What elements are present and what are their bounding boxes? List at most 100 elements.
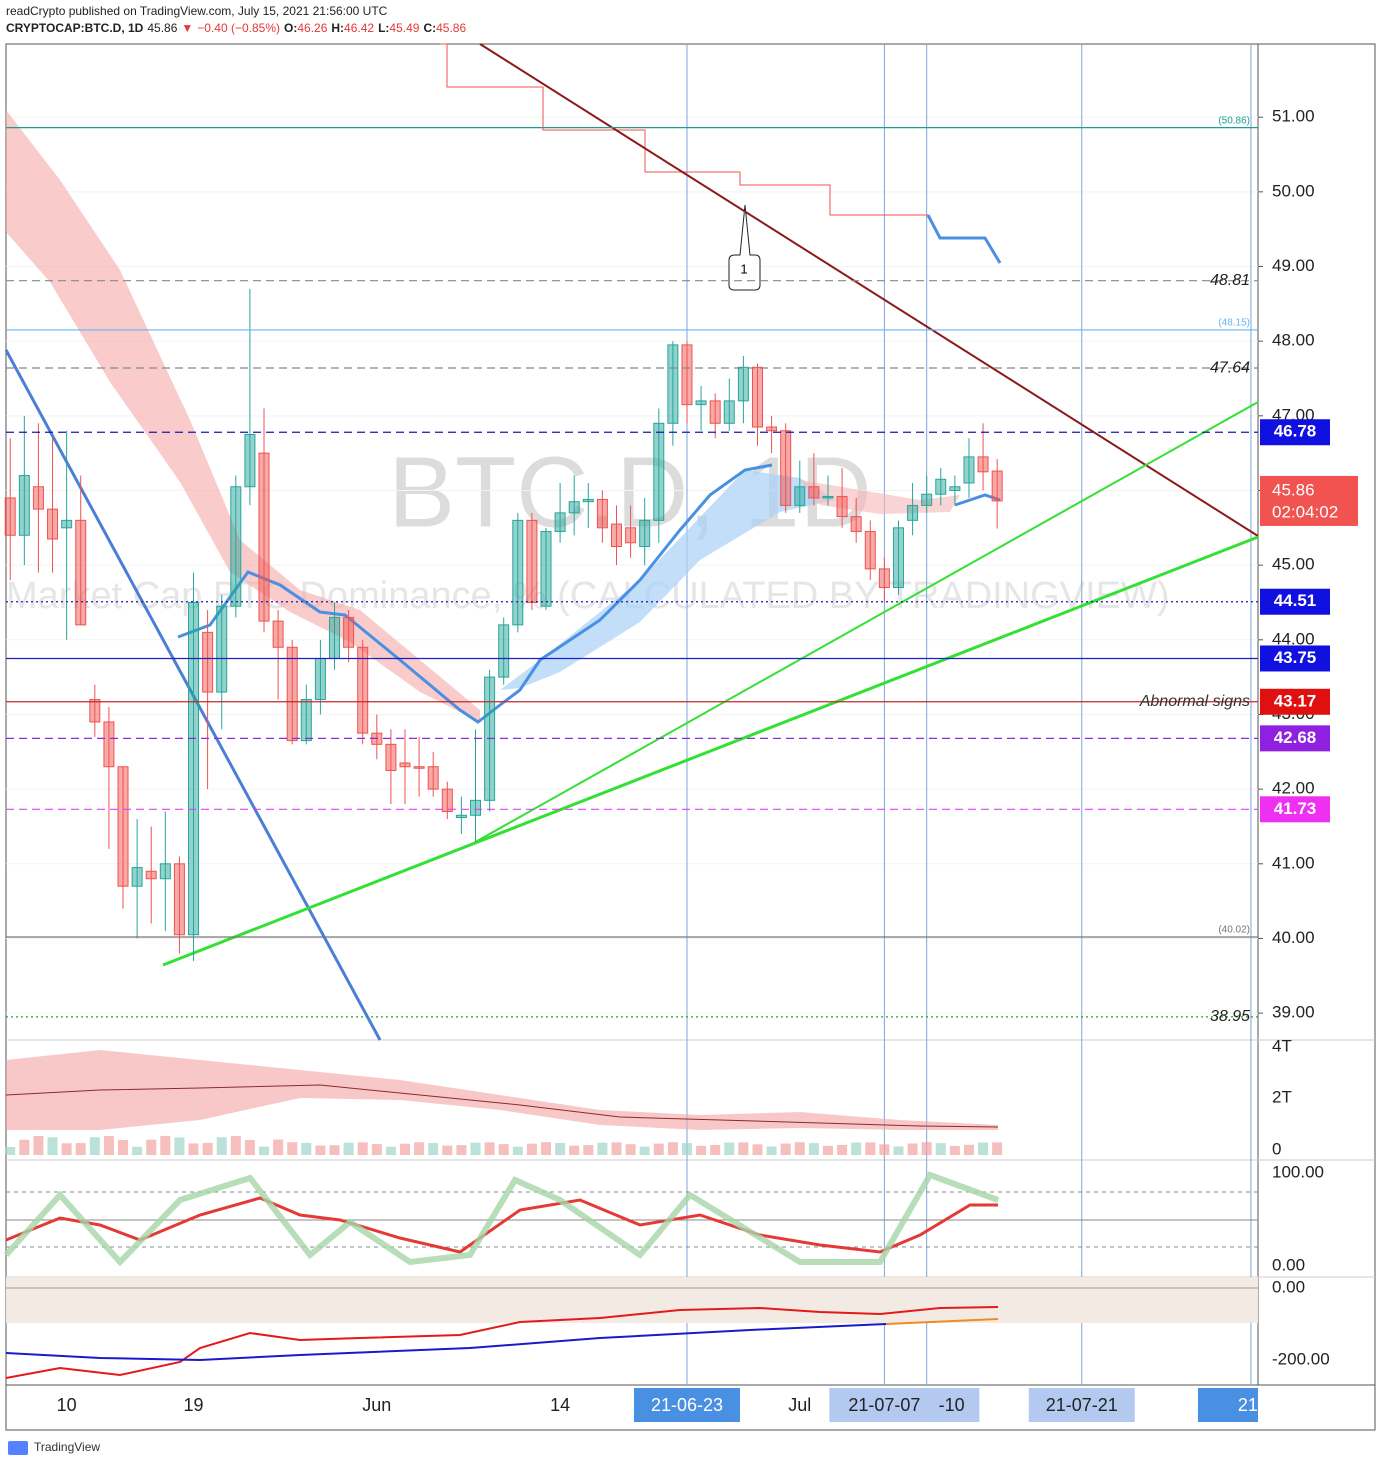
candle-body <box>681 344 693 406</box>
candle-body <box>963 456 975 484</box>
y-tick-label: 41.00 <box>1272 853 1315 872</box>
volume-bar <box>512 1146 523 1155</box>
volume-bar <box>752 1144 763 1155</box>
trend-line <box>162 535 1259 967</box>
volume-bar <box>75 1143 86 1155</box>
candle-body <box>568 501 580 514</box>
candle-body <box>202 631 214 693</box>
volume-bar <box>5 1147 16 1155</box>
candle-body <box>131 867 143 887</box>
candle-body <box>145 870 157 880</box>
step-line-projection <box>926 214 1002 264</box>
level-label: 47.64 <box>1210 359 1250 376</box>
x-tick-label: 21-07-07 <box>848 1395 920 1415</box>
candle-body <box>808 486 820 499</box>
volume-bar <box>921 1142 932 1155</box>
volume-bar <box>851 1142 862 1155</box>
volume-bar <box>865 1142 876 1155</box>
volume-bar <box>329 1145 340 1155</box>
oscillator-fast <box>3 1171 1000 1267</box>
x-tick-label: 21-07-21 <box>1046 1395 1118 1415</box>
volume-bar <box>992 1142 1003 1155</box>
header-text: 45.86 <box>436 21 466 35</box>
volume-bar <box>907 1143 918 1155</box>
level-box <box>1260 419 1330 446</box>
volume-bar <box>696 1145 707 1155</box>
volume-bar <box>442 1145 453 1155</box>
trend-line <box>469 401 1259 846</box>
candle-body <box>216 605 228 693</box>
level-box-label: 43.17 <box>1274 691 1317 710</box>
y-tick-label: 50.00 <box>1272 181 1315 200</box>
panel-tick-label: 4T <box>1272 1036 1292 1055</box>
volume-bar <box>625 1144 636 1155</box>
panel-zone <box>6 1277 1258 1323</box>
level-box-label: 42.68 <box>1274 728 1317 747</box>
volume-bar <box>414 1142 425 1155</box>
volume-bar <box>583 1145 594 1155</box>
x-tick-box <box>829 1388 980 1422</box>
candle-body <box>949 486 961 491</box>
panel-ticks: 4T 2T 0 100.00 0.00 0.00 -200.00 <box>1272 1036 1330 1368</box>
volume-bar <box>146 1139 157 1155</box>
level-box-label: 41.73 <box>1274 799 1317 818</box>
indicator-line <box>5 1306 999 1379</box>
candle-body <box>75 519 87 626</box>
candle-body <box>89 699 101 723</box>
volume-bar <box>89 1137 100 1155</box>
header-text: L: <box>378 21 389 35</box>
y-tick-label: 48.00 <box>1272 331 1315 350</box>
volume-bar <box>118 1139 129 1155</box>
volume-bars <box>5 1135 1003 1155</box>
price-box <box>1260 475 1358 526</box>
y-tick-label: 51.00 <box>1272 107 1315 126</box>
level-label: (40.02) <box>1218 925 1250 936</box>
level-label: (50.86) <box>1218 115 1250 126</box>
volume-bar <box>259 1146 270 1155</box>
candle-body <box>709 400 721 424</box>
level-box <box>1260 725 1330 752</box>
volume-bar <box>47 1137 58 1155</box>
volume-bar <box>822 1145 833 1155</box>
volume-bar <box>230 1136 241 1155</box>
volume-bar <box>780 1143 791 1155</box>
header-text: C: <box>423 21 436 35</box>
candle-body <box>47 508 59 540</box>
candle-body <box>258 452 270 622</box>
volume-bar <box>315 1145 326 1155</box>
countdown: 02:04:02 <box>1272 502 1338 521</box>
callout-shape <box>728 204 761 291</box>
panel-tick-label: 100.00 <box>1272 1162 1324 1181</box>
volume-bar <box>484 1142 495 1155</box>
candle-body <box>751 366 763 428</box>
volume-bar <box>19 1139 30 1155</box>
volume-bar <box>216 1137 227 1155</box>
candle-body <box>18 475 30 536</box>
volume-bar <box>569 1145 580 1155</box>
x-tick-label: -10 <box>939 1395 965 1415</box>
volume-bar <box>357 1142 368 1155</box>
candle-body <box>907 504 919 521</box>
candle-body <box>723 400 735 424</box>
ma-band <box>500 470 835 690</box>
grid: 39.0040.0041.0042.0043.0044.0045.0046.00… <box>6 44 1315 1385</box>
level-label: 48.81 <box>1210 272 1250 289</box>
volume-bar <box>61 1143 72 1155</box>
candle-body <box>892 527 904 589</box>
candle-body <box>103 721 115 768</box>
candle-body <box>173 863 185 936</box>
candle-body <box>794 486 806 506</box>
candles <box>4 288 1003 961</box>
volume-bar <box>597 1142 608 1155</box>
x-tick-box <box>1028 1388 1135 1422</box>
x-tick-label: 19 <box>184 1395 204 1415</box>
volume-bar <box>639 1146 650 1155</box>
candle-body <box>4 497 16 536</box>
x-tick-label: 21-08 <box>1238 1395 1284 1415</box>
candle-body <box>822 495 834 499</box>
volume-band <box>6 1050 998 1130</box>
candle-body <box>921 493 933 506</box>
candle-body <box>610 523 622 547</box>
y-tick-label: 44.00 <box>1272 629 1315 648</box>
